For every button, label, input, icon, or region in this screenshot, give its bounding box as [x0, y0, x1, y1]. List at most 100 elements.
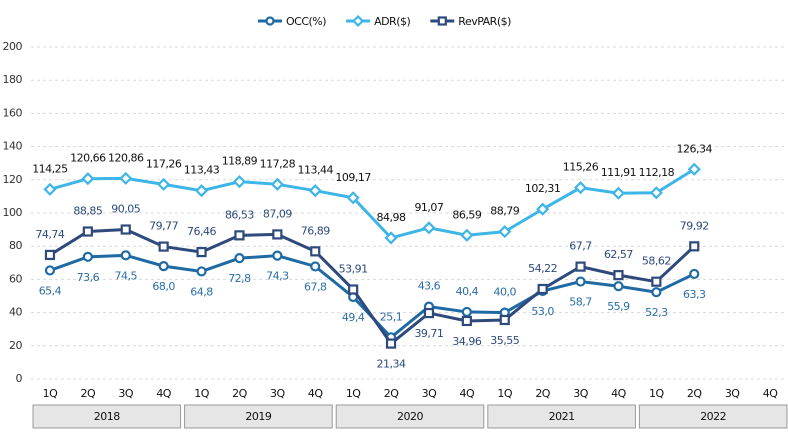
- marker: [310, 246, 321, 257]
- marker: [270, 177, 284, 191]
- data-label: 55,9: [607, 300, 630, 313]
- marker: [613, 281, 624, 292]
- data-label: 63,3: [683, 288, 706, 301]
- marker: [196, 266, 207, 277]
- marker: [119, 171, 133, 185]
- data-label: 73,6: [77, 271, 100, 284]
- marker: [234, 253, 245, 264]
- data-label: 86,59: [452, 208, 481, 221]
- marker: [158, 261, 169, 272]
- y-tick-label: 80: [9, 239, 22, 252]
- marker: [272, 229, 283, 240]
- data-label: 90,05: [111, 203, 140, 216]
- marker: [498, 225, 512, 239]
- y-tick-label: 200: [3, 40, 23, 53]
- marker: [423, 307, 435, 319]
- year-label: 2018: [94, 410, 120, 423]
- data-label: 114,25: [32, 162, 68, 175]
- data-label: 35,55: [490, 334, 519, 347]
- marker: [348, 284, 359, 295]
- marker: [308, 184, 322, 198]
- data-label: 65,4: [39, 284, 62, 297]
- marker: [82, 226, 93, 237]
- x-tick-label: 3Q: [573, 387, 588, 400]
- marker: [385, 338, 397, 349]
- data-label: 86,53: [225, 208, 254, 221]
- data-label: 91,07: [414, 201, 443, 214]
- series-line: [49, 227, 696, 346]
- data-label: 88,79: [490, 205, 519, 218]
- legend-marker: [265, 16, 275, 26]
- data-label: 62,57: [604, 248, 633, 261]
- data-label: 118,89: [222, 155, 258, 168]
- marker: [461, 306, 472, 318]
- data-label: 58,7: [569, 296, 592, 309]
- marker: [346, 191, 360, 205]
- marker: [234, 230, 245, 241]
- marker: [649, 186, 663, 200]
- year-box: [487, 404, 636, 429]
- marker: [422, 221, 436, 235]
- data-label: 72,8: [228, 272, 251, 285]
- data-label: 21,34: [377, 358, 406, 371]
- marker: [157, 177, 171, 191]
- data-label: 79,92: [680, 219, 709, 232]
- x-tick-label: 2Q: [81, 387, 96, 400]
- data-label: 53,91: [339, 263, 368, 276]
- legend-label: RevPAR($): [458, 15, 511, 28]
- data-label: 25,1: [380, 310, 403, 323]
- x-tick-label: 3Q: [725, 387, 740, 400]
- series-line: [49, 253, 695, 340]
- marker: [82, 251, 93, 262]
- marker: [120, 224, 131, 235]
- y-tick-label: 140: [3, 140, 23, 153]
- data-label: 113,43: [184, 164, 220, 177]
- year-box: [32, 404, 182, 429]
- data-label: 58,62: [642, 255, 671, 268]
- marker: [537, 283, 548, 295]
- data-label: 74,74: [35, 228, 64, 241]
- x-tick-label: 4Q: [460, 387, 475, 400]
- data-label: 49,4: [342, 311, 365, 324]
- data-label: 117,28: [260, 157, 296, 170]
- data-label: 74,3: [266, 270, 289, 283]
- data-label: 74,5: [115, 269, 138, 282]
- data-label: 88,85: [73, 205, 102, 218]
- data-label: 109,17: [335, 171, 371, 184]
- data-label: 111,91: [601, 166, 637, 179]
- marker: [43, 182, 57, 196]
- y-tick-label: 40: [9, 306, 22, 319]
- data-label: 53,0: [531, 305, 554, 318]
- y-tick-label: 20: [9, 339, 22, 352]
- marker: [158, 241, 169, 252]
- x-tick-label: 2Q: [384, 387, 399, 400]
- marker: [196, 246, 207, 258]
- data-label: 34,96: [452, 335, 481, 348]
- y-tick-label: 160: [3, 106, 23, 119]
- marker: [687, 162, 701, 176]
- legend-label: ADR($): [374, 15, 410, 28]
- x-tick-label: 4Q: [156, 387, 171, 400]
- legend-marker: [352, 14, 365, 28]
- x-tick-label: 3Q: [270, 387, 285, 400]
- marker: [536, 202, 550, 216]
- data-label: 68,0: [152, 280, 175, 293]
- marker: [44, 249, 56, 261]
- marker: [461, 315, 472, 327]
- marker: [499, 314, 510, 326]
- legend-label: OCC(%): [286, 15, 326, 28]
- marker: [81, 172, 95, 186]
- data-label: 43,6: [418, 280, 441, 293]
- series-line: [49, 168, 696, 240]
- data-label: 40,0: [494, 286, 517, 299]
- data-label: 113,44: [298, 164, 334, 177]
- x-tick-label: 3Q: [118, 387, 133, 400]
- data-label: 84,98: [377, 211, 406, 224]
- data-label: 115,26: [563, 161, 599, 174]
- year-label: 2020: [397, 410, 423, 423]
- data-label: 64,8: [190, 285, 213, 298]
- marker: [651, 276, 662, 287]
- data-label: 54,22: [528, 262, 557, 275]
- data-label: 87,09: [263, 207, 292, 220]
